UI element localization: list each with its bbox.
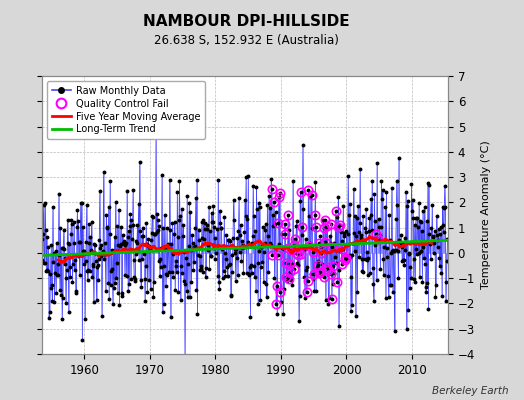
- Legend: Raw Monthly Data, Quality Control Fail, Five Year Moving Average, Long-Term Tren: Raw Monthly Data, Quality Control Fail, …: [47, 81, 205, 139]
- Text: Berkeley Earth: Berkeley Earth: [432, 386, 508, 396]
- Y-axis label: Temperature Anomaly (°C): Temperature Anomaly (°C): [481, 141, 490, 289]
- Text: 26.638 S, 152.932 E (Australia): 26.638 S, 152.932 E (Australia): [154, 34, 339, 47]
- Text: NAMBOUR DPI-HILLSIDE: NAMBOUR DPI-HILLSIDE: [143, 14, 350, 29]
